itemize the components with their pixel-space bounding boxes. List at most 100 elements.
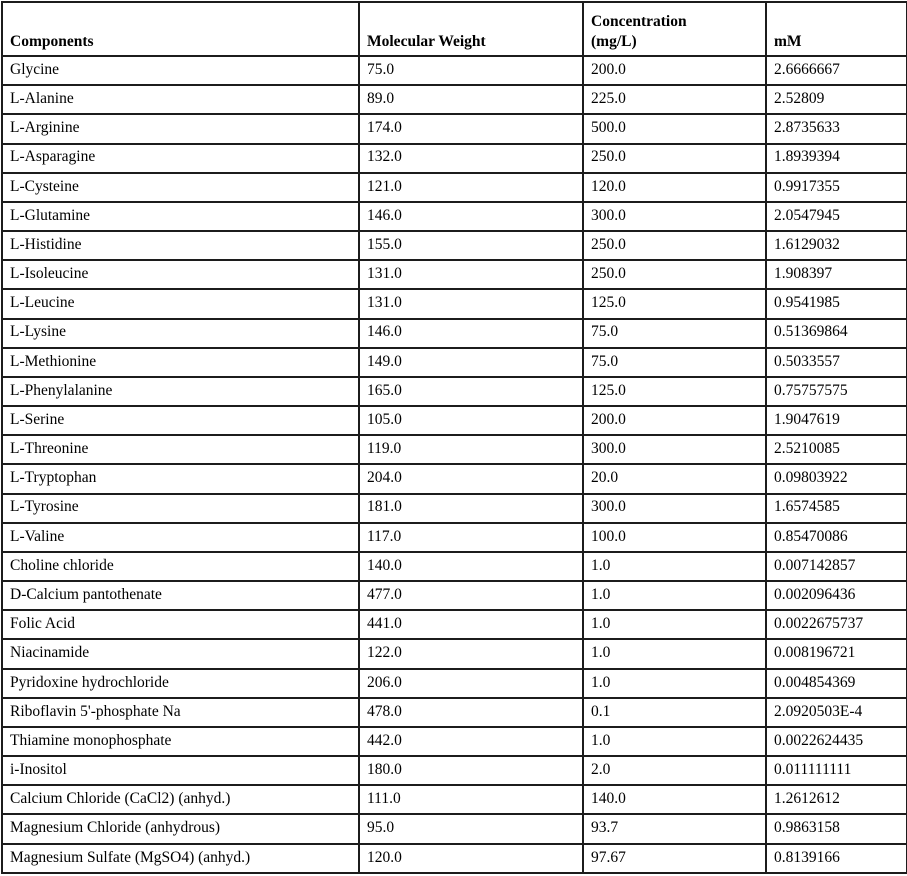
cell-molecular-weight: 149.0 (358, 346, 584, 378)
cell-molecular-weight: 119.0 (358, 434, 584, 466)
cell-molecular-weight: 131.0 (358, 288, 584, 320)
cell-component: L-Histidine (1, 230, 360, 262)
cell-mm: 0.007142857 (765, 550, 907, 583)
cell-concentration-mg-l: 225.0 (582, 84, 767, 116)
cell-concentration-mg-l: 75.0 (582, 317, 767, 349)
cell-component: L-Threonine (1, 434, 360, 466)
cell-component: L-Isoleucine (1, 259, 360, 291)
cell-concentration-mg-l: 93.7 (582, 813, 767, 845)
cell-molecular-weight: 111.0 (358, 784, 584, 816)
cell-mm: 2.5210085 (765, 434, 907, 466)
cell-component: Folic Acid (1, 609, 360, 641)
cell-concentration-mg-l: 1.0 (582, 609, 767, 641)
cell-mm: 1.8939394 (765, 142, 907, 174)
cell-mm: 0.008196721 (765, 638, 907, 670)
cell-molecular-weight: 204.0 (358, 463, 584, 495)
cell-component: Calcium Chloride (CaCl2) (anhyd.) (1, 784, 360, 816)
table-row: Niacinamide 122.0 1.0 0.008196721 (1, 638, 907, 670)
cell-molecular-weight: 117.0 (358, 521, 584, 553)
cell-molecular-weight: 132.0 (358, 142, 584, 174)
cell-mm: 0.004854369 (765, 667, 907, 699)
cell-mm: 2.0920503E-4 (765, 696, 907, 728)
cell-component: Magnesium Chloride (anhydrous) (1, 813, 360, 845)
table-row: D-Calcium pantothenate 477.0 1.0 0.00209643… (1, 580, 907, 612)
cell-concentration-mg-l: 97.67 (582, 842, 767, 875)
table-row: L-Leucine 131.0 125.0 0.9541985 (1, 288, 907, 320)
cell-component: L-Tyrosine (1, 492, 360, 524)
table-row: L-Tryptophan 204.0 20.0 0.09803922 (1, 463, 907, 495)
table-row: Calcium Chloride (CaCl2) (anhyd.) 111.0 14… (1, 784, 907, 816)
cell-molecular-weight: 477.0 (358, 580, 584, 612)
table-row: Pyridoxine hydrochloride 206.0 1.0 0.004854… (1, 667, 907, 699)
cell-concentration-mg-l: 140.0 (582, 784, 767, 816)
cell-molecular-weight: 131.0 (358, 259, 584, 291)
cell-concentration-mg-l: 300.0 (582, 492, 767, 524)
cell-concentration-mg-l: 75.0 (582, 346, 767, 378)
cell-component: L-Tryptophan (1, 463, 360, 495)
cell-molecular-weight: 75.0 (358, 54, 584, 87)
cell-concentration-mg-l: 120.0 (582, 171, 767, 203)
cell-mm: 0.9541985 (765, 288, 907, 320)
cell-concentration-mg-l: 125.0 (582, 288, 767, 320)
cell-concentration-mg-l: 250.0 (582, 259, 767, 291)
cell-component: L-Glutamine (1, 200, 360, 233)
cell-molecular-weight: 105.0 (358, 405, 584, 437)
cell-component: Glycine (1, 54, 360, 87)
cell-component: Pyridoxine hydrochloride (1, 667, 360, 699)
table-row: Glycine 75.0 200.0 2.6666667 (1, 54, 907, 87)
cell-molecular-weight: 441.0 (358, 609, 584, 641)
cell-mm: 2.6666667 (765, 54, 907, 87)
table-row: L-Asparagine 132.0 250.0 1.8939394 (1, 142, 907, 174)
cell-component: L-Cysteine (1, 171, 360, 203)
table-row: L-Methionine 149.0 75.0 0.5033557 (1, 346, 907, 378)
cell-component: L-Methionine (1, 346, 360, 378)
cell-component: i-Inositol (1, 755, 360, 787)
cell-component: L-Asparagine (1, 142, 360, 174)
cell-mm: 0.51369864 (765, 317, 907, 349)
cell-component: L-Arginine (1, 113, 360, 145)
cell-concentration-mg-l: 0.1 (582, 696, 767, 728)
column-header-molecular-weight: Molecular Weight (358, 1, 584, 57)
cell-mm: 2.52809 (765, 84, 907, 116)
cell-concentration-mg-l: 1.0 (582, 725, 767, 758)
cell-mm: 1.9047619 (765, 405, 907, 437)
cell-mm: 0.75757575 (765, 375, 907, 408)
table-row: L-Isoleucine 131.0 250.0 1.908397 (1, 259, 907, 291)
column-header-mm: mM (765, 1, 907, 57)
cell-component: L-Lysine (1, 317, 360, 349)
cell-mm: 0.9917355 (765, 171, 907, 203)
table-row: Riboflavin 5'-phosphate Na 478.0 0.1 2.0920… (1, 696, 907, 728)
cell-mm: 0.011111111 (765, 755, 907, 787)
cell-molecular-weight: 122.0 (358, 638, 584, 670)
table-row: L-Phenylalanine 165.0 125.0 0.75757575 (1, 375, 907, 408)
table-row: L-Lysine 146.0 75.0 0.51369864 (1, 317, 907, 349)
cell-mm: 0.9863158 (765, 813, 907, 845)
cell-molecular-weight: 478.0 (358, 696, 584, 728)
table-row: L-Tyrosine 181.0 300.0 1.6574585 (1, 492, 907, 524)
cell-mm: 1.2612612 (765, 784, 907, 816)
cell-molecular-weight: 442.0 (358, 725, 584, 758)
cell-mm: 1.6574585 (765, 492, 907, 524)
cell-component: Riboflavin 5'-phosphate Na (1, 696, 360, 728)
cell-mm: 0.8139166 (765, 842, 907, 875)
table-row: L-Cysteine 121.0 120.0 0.9917355 (1, 171, 907, 203)
cell-molecular-weight: 146.0 (358, 200, 584, 233)
cell-component: Magnesium Sulfate (MgSO4) (anhyd.) (1, 842, 360, 875)
cell-mm: 0.85470086 (765, 521, 907, 553)
cell-component: L-Leucine (1, 288, 360, 320)
cell-molecular-weight: 174.0 (358, 113, 584, 145)
cell-component: L-Serine (1, 405, 360, 437)
cell-mm: 2.0547945 (765, 200, 907, 233)
cell-concentration-mg-l: 300.0 (582, 200, 767, 233)
cell-concentration-mg-l: 250.0 (582, 142, 767, 174)
cell-mm: 2.8735633 (765, 113, 907, 145)
cell-concentration-mg-l: 2.0 (582, 755, 767, 787)
column-header-concentration: Concentration (mg/L) (582, 1, 767, 57)
table-row: L-Alanine 89.0 225.0 2.52809 (1, 84, 907, 116)
table-row: L-Threonine 119.0 300.0 2.5210085 (1, 434, 907, 466)
cell-concentration-mg-l: 100.0 (582, 521, 767, 553)
cell-molecular-weight: 206.0 (358, 667, 584, 699)
table-row: Choline chloride 140.0 1.0 0.007142857 (1, 550, 907, 583)
